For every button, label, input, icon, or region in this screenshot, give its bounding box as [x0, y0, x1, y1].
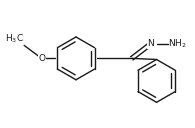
- Text: N: N: [148, 39, 154, 48]
- Text: H$_3$C: H$_3$C: [5, 33, 24, 45]
- Text: O: O: [38, 54, 45, 63]
- Text: NH$_2$: NH$_2$: [168, 37, 187, 50]
